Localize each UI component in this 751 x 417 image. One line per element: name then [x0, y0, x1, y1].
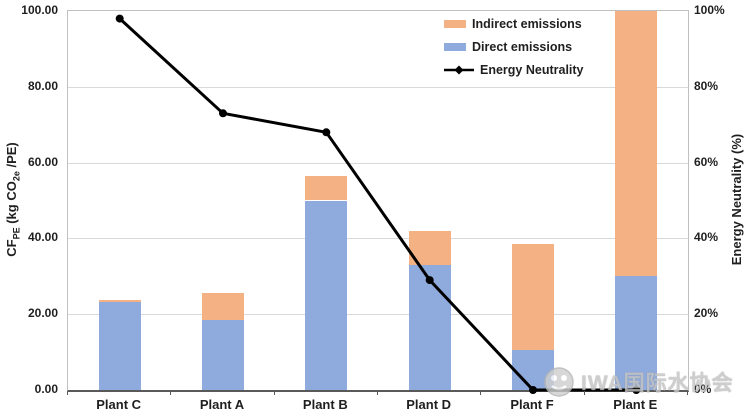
- legend-item-indirect-emissions: Indirect emissions: [444, 12, 584, 35]
- bar-indirect-plant-f: [512, 244, 554, 351]
- right-axis-title: Energy Neutrality (%): [729, 133, 744, 266]
- left-axis-tick-label: 80.00: [27, 78, 58, 93]
- x-axis-tick: [274, 391, 275, 395]
- left-axis-tick-label: 0.00: [34, 382, 58, 396]
- x-axis-label-plant-c: Plant C: [96, 397, 142, 412]
- plot-area: [67, 10, 689, 394]
- energy-neutrality-marker-plant-d: [425, 276, 434, 285]
- bar-direct-plant-b: [305, 200, 347, 390]
- legend-label-indirect-emissions: Indirect emissions: [472, 16, 582, 31]
- bar-direct-plant-c: [99, 302, 141, 390]
- indirect-emissions-swatch: [444, 19, 466, 28]
- left-axis-tick-label: 40.00: [27, 230, 58, 245]
- bar-direct-plant-d: [409, 264, 451, 390]
- bar-indirect-plant-e: [615, 11, 657, 277]
- energy-neutrality-line: [115, 14, 641, 394]
- energy-neutrality-marker-plant-b: [322, 128, 331, 137]
- x-axis-tick: [687, 391, 688, 395]
- left-axis-tick-label: 100.00: [21, 3, 58, 17]
- energy-neutrality-marker-plant-e: [632, 386, 641, 394]
- direct-emissions-swatch: [444, 42, 466, 51]
- x-axis-tick: [377, 391, 378, 395]
- right-axis-tick-label: 100%: [694, 3, 725, 17]
- legend-label-direct-emissions: Direct emissions: [472, 39, 573, 54]
- gridline: [68, 314, 688, 315]
- legend-item-energy-neutrality: Energy Neutrality: [444, 58, 584, 81]
- right-axis-tick-label: 40%: [694, 230, 719, 245]
- right-axis-tick-label: 60%: [694, 154, 719, 169]
- gridline: [68, 238, 688, 239]
- x-axis-tick: [480, 391, 481, 395]
- legend: Indirect emissions Direct emissions Ener…: [444, 12, 584, 81]
- legend-label-energy-neutrality: Energy Neutrality: [480, 62, 584, 77]
- right-axis-tick-label: 80%: [694, 78, 719, 93]
- energy-neutrality-marker-plant-a: [219, 109, 227, 118]
- left-axis-title-sub: 2e: [11, 171, 22, 182]
- bar-indirect-plant-a: [202, 293, 244, 320]
- gridline: [68, 163, 688, 164]
- bar-indirect-plant-c: [99, 300, 141, 303]
- bar-direct-plant-a: [202, 319, 244, 390]
- x-axis-label-plant-e: Plant E: [613, 397, 658, 412]
- x-axis-label-plant-a: Plant A: [199, 397, 245, 412]
- x-axis-tick: [170, 391, 171, 395]
- bar-indirect-plant-b: [305, 175, 347, 201]
- bar-direct-plant-e: [615, 276, 657, 390]
- right-axis-tick-label: 20%: [694, 306, 719, 321]
- gridline: [68, 87, 688, 88]
- left-axis-tick-label: 60.00: [27, 154, 58, 169]
- x-axis-label-plant-f: Plant F: [510, 397, 554, 412]
- x-axis-label-plant-d: Plant D: [406, 397, 452, 412]
- legend-item-direct-emissions: Direct emissions: [444, 35, 584, 58]
- right-axis-tick-label: 0%: [694, 382, 712, 396]
- energy-neutrality-marker-plant-f: [529, 386, 537, 394]
- left-axis-tick-label: 20.00: [27, 306, 58, 321]
- energy-neutrality-line-swatch-icon: [444, 65, 474, 74]
- energy-neutrality-marker-plant-c: [115, 14, 124, 23]
- x-axis-label-plant-b: Plant B: [302, 397, 348, 412]
- left-axis-title: CFPE (kg CO2e /PE): [4, 10, 25, 389]
- left-axis-title-text: (kg CO: [4, 181, 19, 228]
- x-axis-tick: [584, 391, 585, 395]
- x-axis-tick: [67, 391, 68, 395]
